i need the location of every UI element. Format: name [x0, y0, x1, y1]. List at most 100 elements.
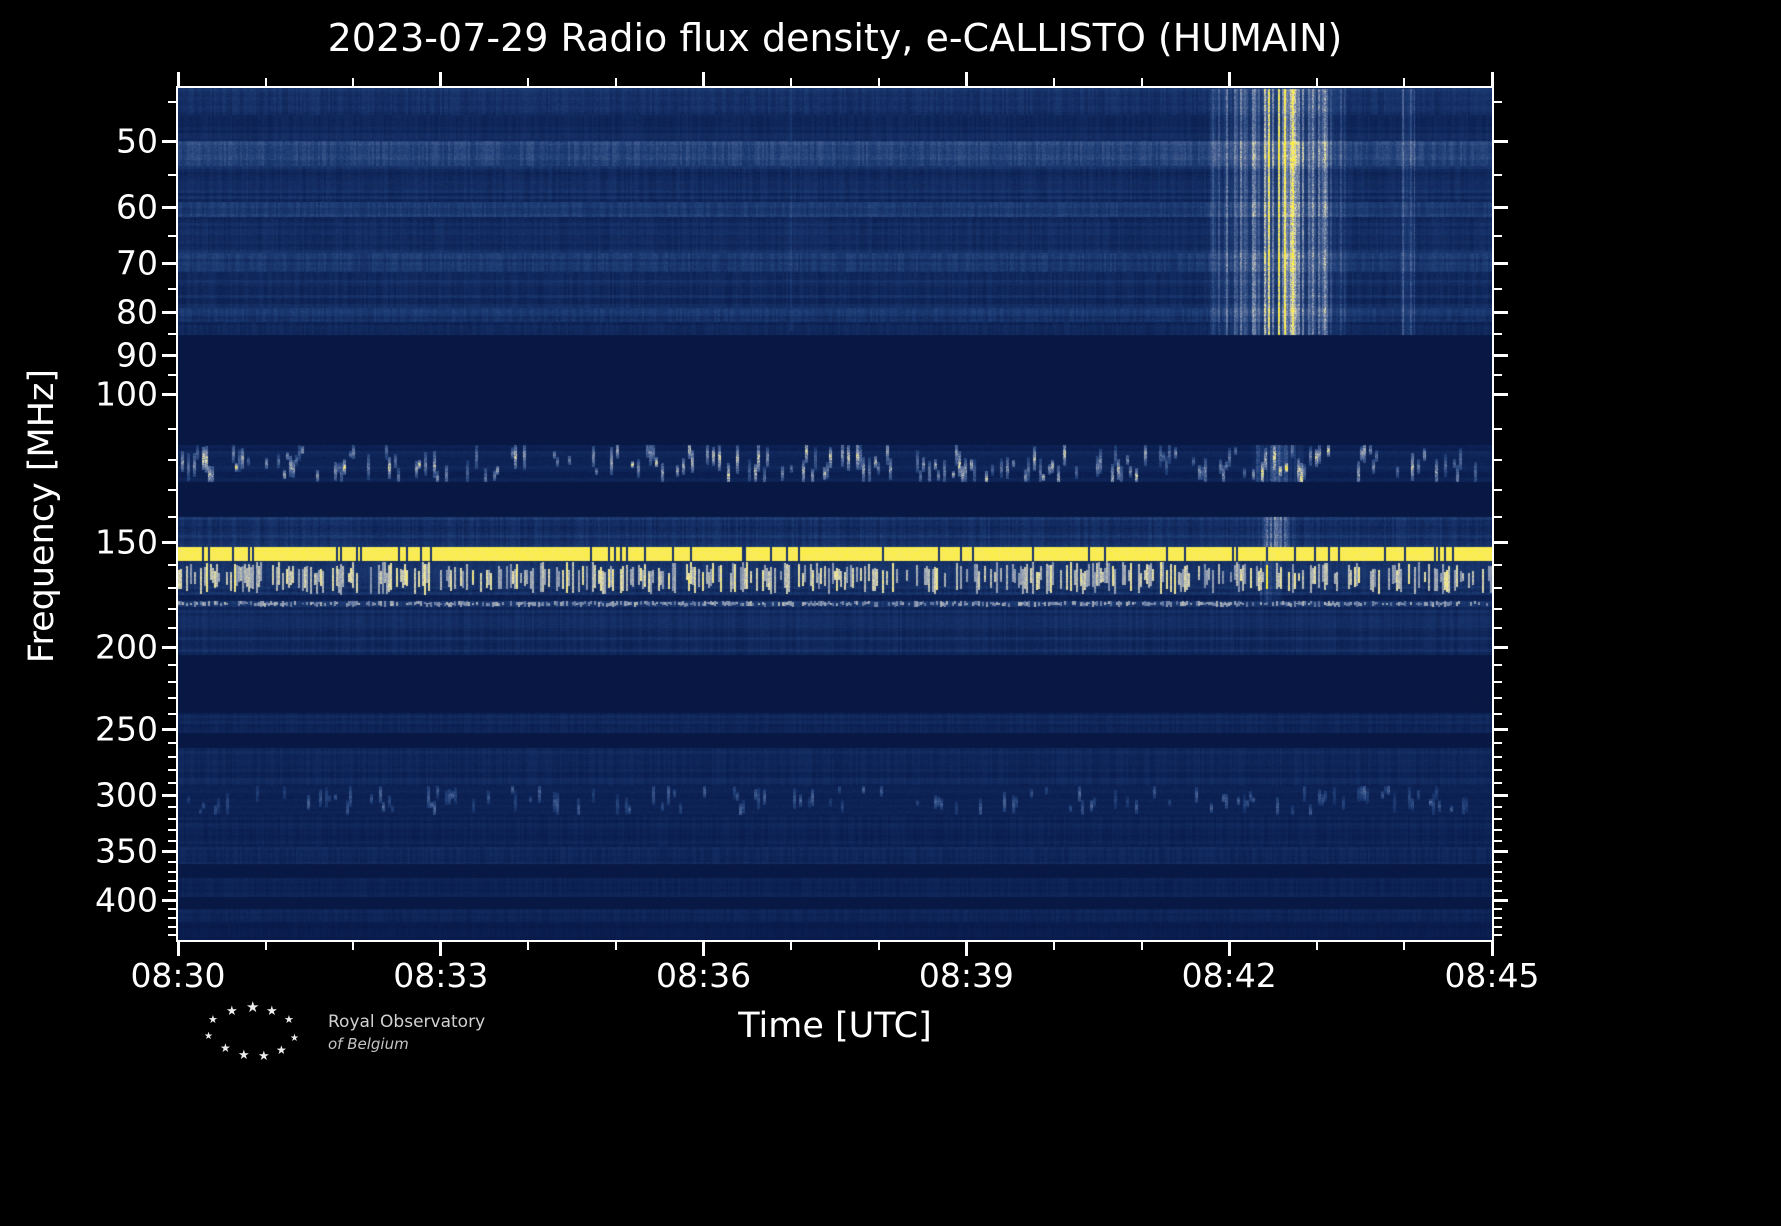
y-tick — [162, 727, 176, 731]
y-tick-label: 70 — [116, 243, 158, 283]
logo-text-line1: Royal Observatory — [328, 1012, 486, 1032]
x-minor-tick — [352, 78, 355, 86]
y-tick — [1494, 849, 1508, 853]
x-minor-tick — [1403, 78, 1406, 86]
x-tick — [964, 942, 968, 956]
y-minor-tick — [168, 806, 176, 808]
y-minor-tick — [1494, 428, 1502, 430]
y-minor-tick — [168, 871, 176, 873]
y-minor-tick — [1494, 664, 1502, 666]
y-tick — [1494, 793, 1508, 797]
star-icon: ★ — [220, 1041, 231, 1055]
y-minor-tick — [1494, 840, 1502, 842]
y-tick — [1494, 898, 1508, 902]
star-icon: ★ — [226, 1004, 238, 1019]
x-tick — [702, 72, 706, 86]
y-minor-tick — [168, 756, 176, 758]
star-icon: ★ — [276, 1043, 287, 1057]
star-icon: ★ — [258, 1049, 270, 1064]
y-minor-tick — [168, 235, 176, 237]
y-minor-tick — [1494, 489, 1502, 491]
y-minor-tick — [168, 664, 176, 666]
y-minor-tick — [1494, 174, 1502, 176]
x-tick — [176, 942, 180, 956]
x-minor-tick — [877, 78, 880, 86]
x-minor-tick — [1315, 78, 1318, 86]
y-minor-tick — [1494, 806, 1502, 808]
y-minor-tick — [168, 333, 176, 335]
y-minor-tick — [1494, 871, 1502, 873]
star-icon: ★ — [246, 998, 260, 1016]
x-minor-tick — [615, 78, 617, 86]
star-icon: ★ — [266, 1004, 278, 1019]
y-tick-label: 60 — [116, 187, 158, 227]
x-minor-tick — [1053, 78, 1055, 86]
x-tick — [1227, 72, 1231, 86]
y-tick — [1494, 727, 1508, 731]
x-minor-tick — [877, 942, 880, 950]
y-tick — [1494, 310, 1508, 314]
y-minor-tick — [1494, 374, 1502, 376]
y-minor-tick — [168, 890, 176, 892]
chart-title: 2023-07-29 Radio flux density, e-CALLIST… — [327, 16, 1343, 60]
y-minor-tick — [1494, 756, 1502, 758]
x-minor-tick — [1140, 942, 1143, 950]
x-tick — [176, 72, 180, 86]
y-tick — [1494, 261, 1508, 265]
y-minor-tick — [168, 829, 176, 831]
y-minor-tick — [168, 697, 176, 699]
rob-logo: ★ ★ ★ ★ ★ ★ ★ ★ ★ ★ ★ Royal Observatory of Belgium — [200, 1000, 520, 1070]
y-minor-tick — [1494, 564, 1502, 566]
y-minor-tick — [1494, 697, 1502, 699]
y-minor-tick — [168, 880, 176, 882]
y-minor-tick — [1494, 608, 1502, 610]
x-tick-label: 08:45 — [1444, 956, 1540, 995]
x-minor-tick — [264, 942, 267, 950]
y-tick — [1494, 540, 1508, 544]
y-minor-tick — [1494, 101, 1502, 103]
y-minor-tick — [168, 374, 176, 376]
y-minor-tick — [168, 288, 176, 290]
y-minor-tick — [168, 742, 176, 744]
y-tick — [162, 898, 176, 902]
y-minor-tick — [168, 681, 176, 683]
y-tick — [162, 645, 176, 649]
x-minor-tick — [1140, 78, 1143, 86]
y-tick — [162, 205, 176, 209]
y-minor-tick — [1494, 890, 1502, 892]
y-minor-tick — [168, 101, 176, 103]
y-minor-tick — [1494, 917, 1502, 919]
y-tick — [162, 261, 176, 265]
star-icon: ★ — [204, 1031, 213, 1042]
x-minor-tick — [615, 942, 617, 950]
y-minor-tick — [1494, 459, 1502, 461]
x-tick — [439, 942, 443, 956]
y-tick-label: 150 — [95, 522, 158, 562]
y-minor-tick — [168, 908, 176, 910]
y-minor-tick — [1494, 829, 1502, 831]
x-tick — [1490, 72, 1494, 86]
y-minor-tick — [1494, 627, 1502, 629]
y-tick — [162, 310, 176, 314]
y-minor-tick — [168, 489, 176, 491]
y-minor-tick — [1494, 288, 1502, 290]
y-tick — [1494, 139, 1508, 143]
y-minor-tick — [168, 934, 176, 936]
x-minor-tick — [527, 78, 530, 86]
y-tick-label: 300 — [95, 775, 158, 815]
y-tick-label: 400 — [95, 880, 158, 920]
x-tick — [702, 942, 706, 956]
star-constellation-icon: ★ ★ ★ ★ ★ ★ ★ ★ ★ ★ ★ — [200, 998, 305, 1064]
y-tick-label: 350 — [95, 831, 158, 871]
x-tick-label: 08:39 — [918, 956, 1014, 995]
x-tick — [964, 72, 968, 86]
y-minor-tick — [1494, 235, 1502, 237]
y-minor-tick — [1494, 934, 1502, 936]
y-minor-tick — [1494, 769, 1502, 771]
x-tick-label: 08:33 — [393, 956, 489, 995]
y-minor-tick — [1494, 782, 1502, 784]
plot-area — [176, 86, 1494, 942]
y-minor-tick — [1494, 818, 1502, 820]
y-minor-tick — [1494, 742, 1502, 744]
